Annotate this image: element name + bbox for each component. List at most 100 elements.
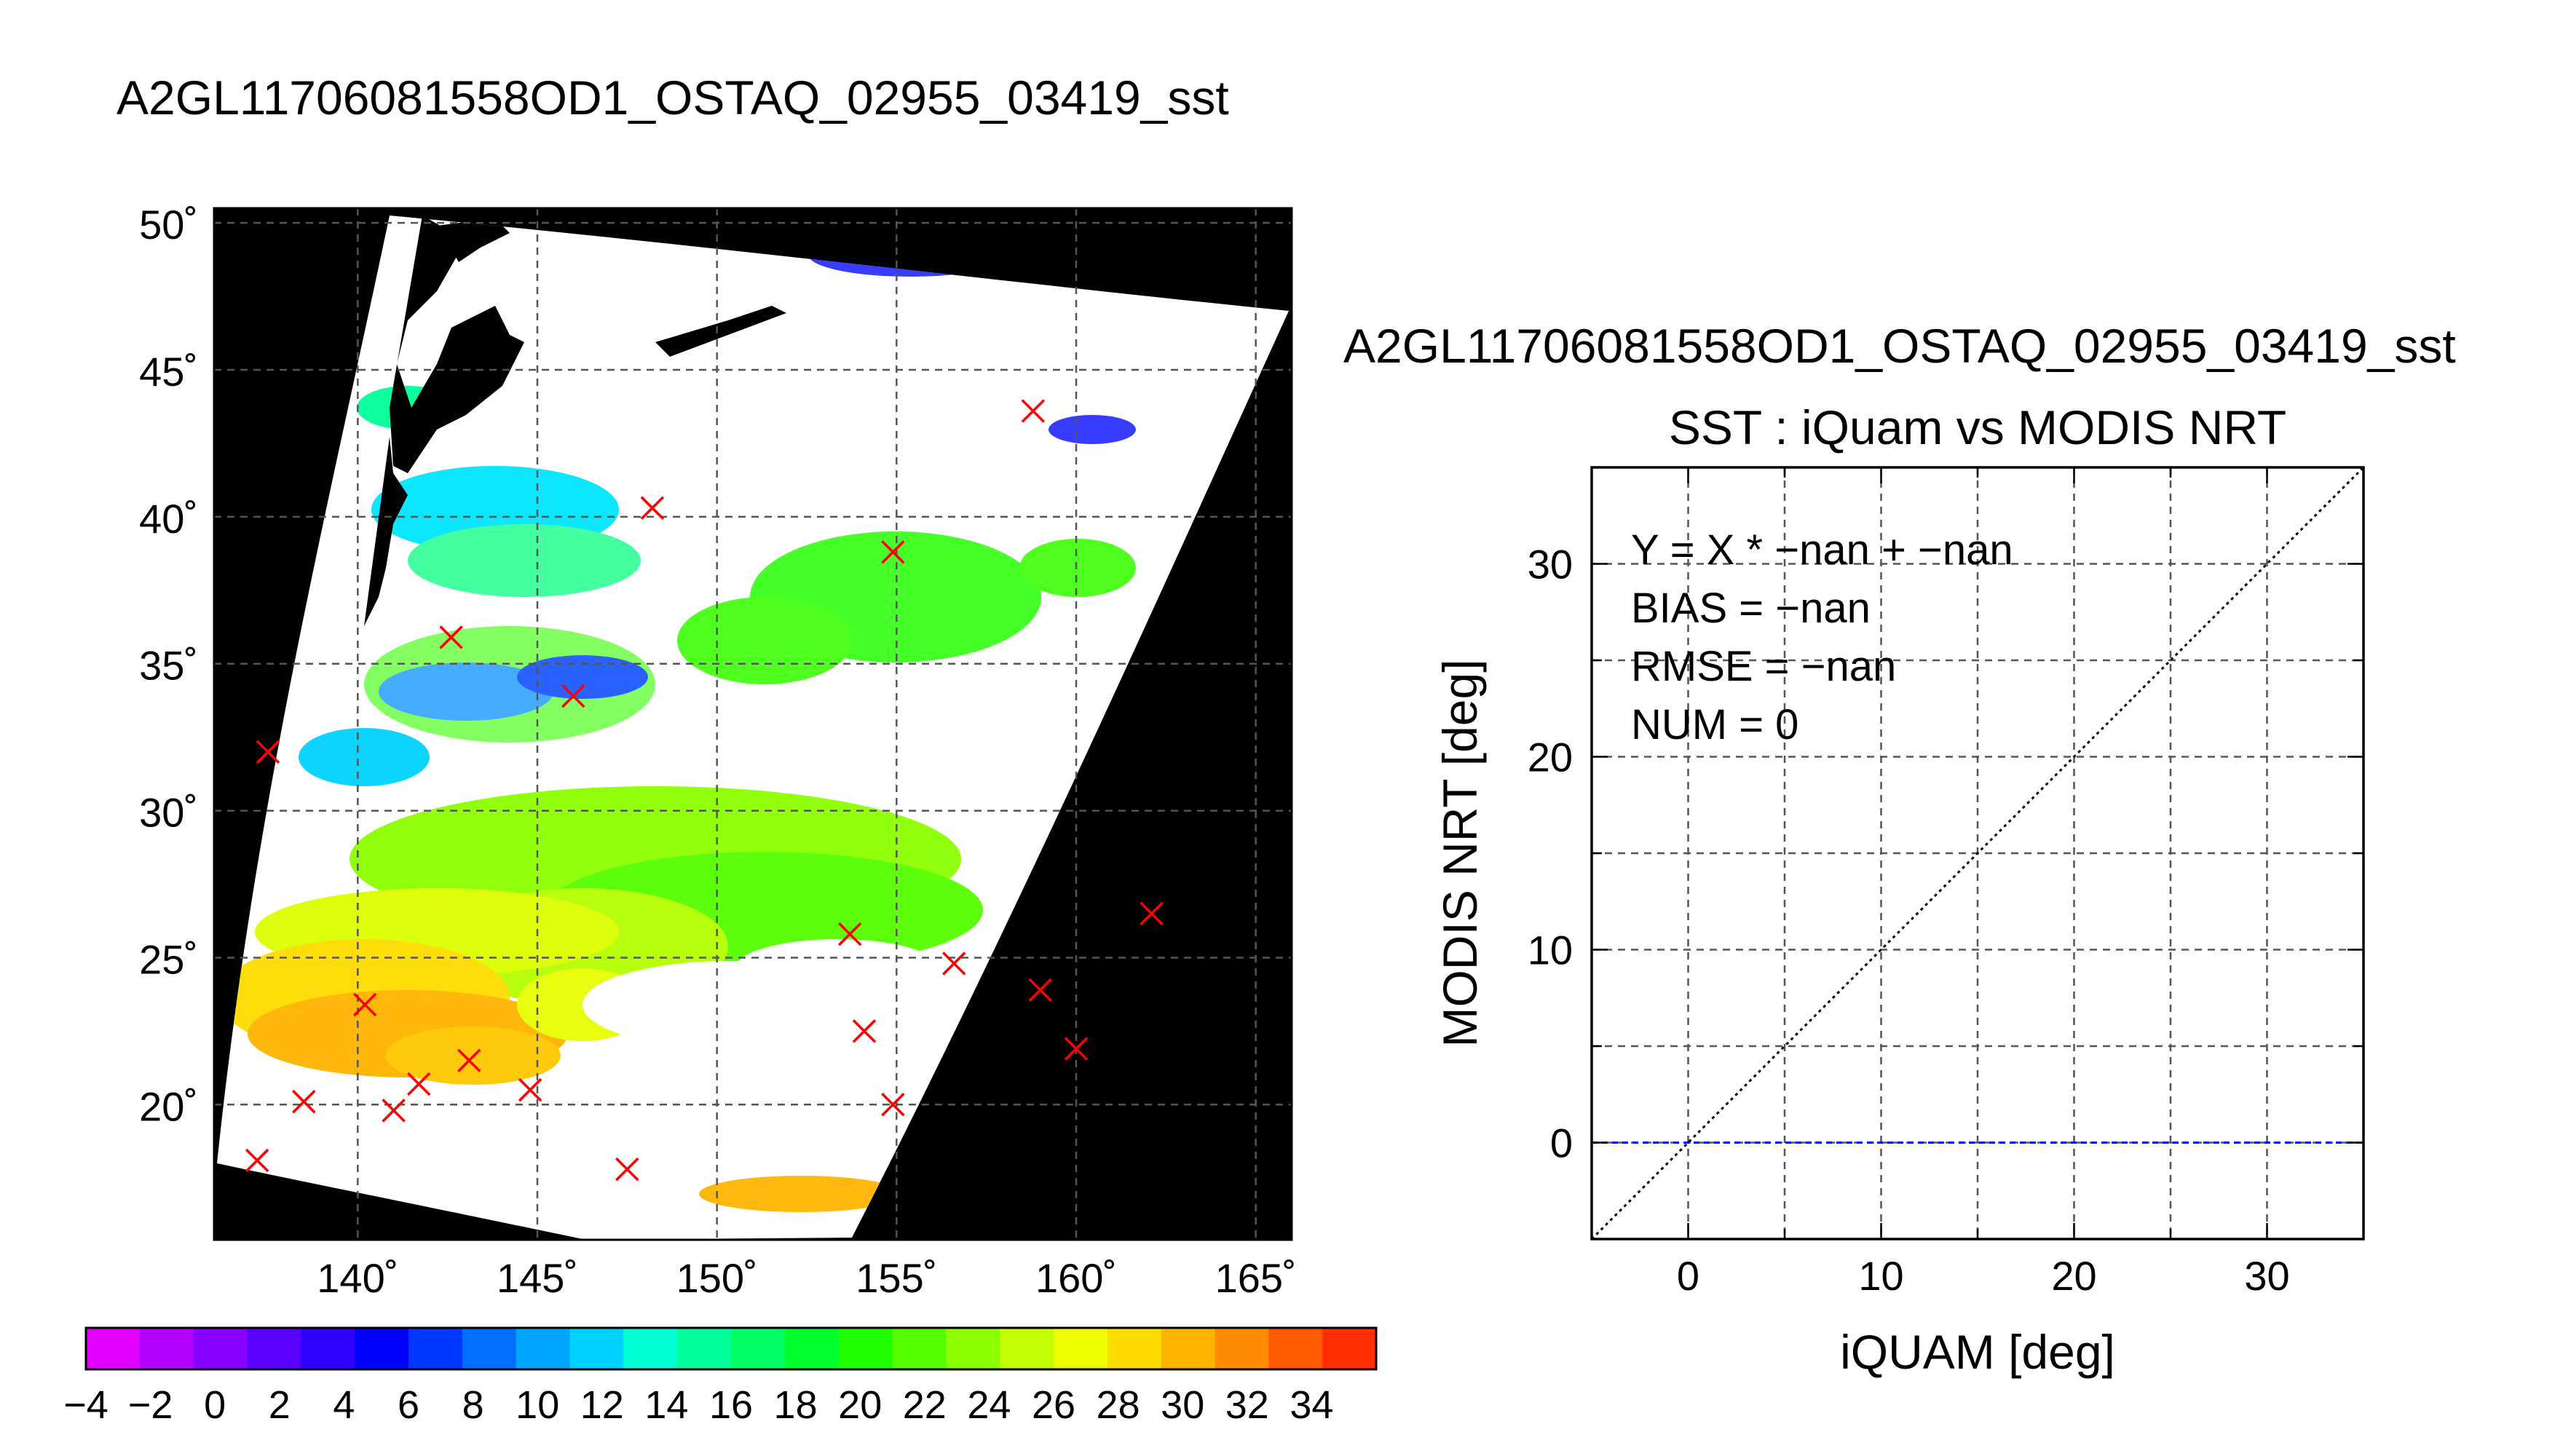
colorbar-tick-label: 24 [967, 1383, 1011, 1427]
scatter-annotation: Y = X * −nan + −nan [1631, 526, 2013, 574]
colorbar-swatch [892, 1328, 947, 1369]
matchup-marker [439, 625, 463, 649]
colorbar-swatch [1215, 1328, 1269, 1369]
colorbar-tick-label: 22 [903, 1383, 947, 1427]
matchup-marker [256, 740, 280, 764]
colorbar-swatch [516, 1328, 570, 1369]
matchup-marker [942, 951, 966, 976]
colorbar-tick-label: 4 [333, 1383, 355, 1427]
colorbar-frame [84, 1326, 1378, 1371]
scatter-x-tick-labels: 0 10 20 30 [1677, 1253, 2290, 1299]
map-title: A2GL11706081558OD1_OSTAQ_02955_03419_sst [117, 71, 1229, 124]
matchup-marker [837, 922, 862, 946]
scatter-x-tick-label: 10 [1858, 1253, 1903, 1299]
matchup-marker [457, 1048, 481, 1072]
colorbar-tick-label: 16 [709, 1383, 753, 1427]
sst-field [218, 233, 1136, 1212]
scatter-grid [1592, 467, 2364, 1239]
colorbar-swatch [1268, 1328, 1323, 1369]
longitude-tick-label: 145˚ [497, 1255, 578, 1301]
colorbar-swatch [1054, 1328, 1108, 1369]
colorbar-tick-label: 32 [1225, 1383, 1269, 1427]
colorbar-swatch [1322, 1328, 1377, 1369]
colorbar-swatch [623, 1328, 678, 1369]
colorbar-swatch [569, 1328, 624, 1369]
matchup-marker [640, 496, 665, 521]
matchup-marker [245, 1148, 269, 1173]
scatter-y-tick-label: 10 [1528, 927, 1573, 973]
colorbar-tick-label: 10 [516, 1383, 559, 1427]
colorbar-swatch [355, 1328, 409, 1369]
scatter-x-tick-label: 20 [2051, 1253, 2096, 1299]
latitude-tick-label: 25˚ [139, 936, 198, 982]
scatter-x-axis-label: iQUAM [deg] [1840, 1325, 2115, 1379]
colorbar-swatch [1161, 1328, 1215, 1369]
colorbar-tick-label: 18 [774, 1383, 818, 1427]
colorbar-swatch [677, 1328, 732, 1369]
matchup-marker [852, 1019, 877, 1043]
colorbar-tick-label: 6 [398, 1383, 419, 1427]
colorbar-tick-label: 20 [838, 1383, 882, 1427]
colorbar-tick-label: 12 [580, 1383, 624, 1427]
scatter-x-tick-label: 0 [1677, 1253, 1699, 1299]
colorbar-swatch [731, 1328, 786, 1369]
colorbar-labels: −4 −2 0 2 4 6 8 10 12 14 16 18 20 22 24 26 28 30 32 34 [63, 1383, 1333, 1427]
colorbar-tick-label: −4 [63, 1383, 108, 1427]
colorbar-swatch [784, 1328, 840, 1369]
colorbar-swatch [462, 1328, 517, 1369]
scatter-series [1592, 467, 2364, 1239]
colorbar-tick-label: 28 [1097, 1383, 1140, 1427]
longitude-tick-label: 165˚ [1215, 1255, 1297, 1301]
colorbar-swatch [838, 1328, 893, 1369]
matchup-marker [615, 1157, 639, 1182]
scatter-y-tick-label: 0 [1550, 1120, 1573, 1166]
scatter-ticks [1592, 467, 2364, 1239]
colorbar-tick-label: 34 [1290, 1383, 1333, 1427]
colorbar-swatch [301, 1328, 355, 1369]
scatter-y-tick-label: 30 [1528, 542, 1573, 587]
one-to-one-line [1592, 467, 2364, 1239]
colorbar-swatch [193, 1328, 248, 1369]
scatter-y-tick-labels: 0 10 20 30 [1528, 542, 1573, 1166]
matchup-marker [292, 1090, 316, 1114]
colorbar [84, 1326, 1378, 1371]
latitude-tick-label: 20˚ [139, 1083, 198, 1129]
latitude-tick-label: 45˚ [139, 349, 198, 395]
scatter-title: A2GL11706081558OD1_OSTAQ_02955_03419_sst [1343, 319, 2456, 373]
longitude-tick-label: 150˚ [676, 1255, 758, 1301]
matchup-marker [1140, 901, 1164, 926]
longitude-tick-label: 160˚ [1035, 1255, 1117, 1301]
matchup-marker [406, 1072, 431, 1096]
sst-map [213, 207, 1293, 1241]
matchup-marker [382, 1099, 406, 1123]
map-latitude-labels: 50˚ 45˚ 40˚ 35˚ 30˚ 25˚ 20˚ [139, 202, 198, 1129]
scatter-annotation: NUM = 0 [1631, 701, 1798, 748]
longitude-tick-label: 155˚ [856, 1255, 937, 1301]
scatter-y-tick-label: 20 [1528, 735, 1573, 780]
latitude-tick-label: 35˚ [139, 643, 198, 689]
land-mask [364, 215, 786, 626]
matchup-marker [881, 540, 905, 564]
scatter-annotation: RMSE = −nan [1631, 643, 1896, 690]
matchup-marker [352, 992, 377, 1017]
scatter-annotations: Y = X * −nan + −nan BIAS = −nan RMSE = −na… [1631, 526, 2013, 748]
scatter-plot [1590, 466, 2365, 1241]
latitude-tick-label: 50˚ [139, 202, 198, 248]
matchup-marker [1064, 1037, 1089, 1061]
scatter-subtitle: SST : iQuam vs MODIS NRT [1669, 400, 2286, 454]
scatter-frame [1590, 466, 2365, 1241]
colorbar-swatch [247, 1328, 301, 1369]
longitude-tick-label: 140˚ [317, 1255, 398, 1301]
map-graticule [214, 208, 1292, 1240]
colorbar-tick-label: 26 [1032, 1383, 1075, 1427]
map-frame [213, 207, 1293, 1241]
colorbar-swatch [1000, 1328, 1054, 1369]
colorbar-tick-label: 8 [462, 1383, 484, 1427]
colorbar-swatch [408, 1328, 463, 1369]
latitude-tick-label: 30˚ [139, 790, 198, 836]
matchup-marker [561, 684, 585, 708]
map-longitude-labels: 140˚ 145˚ 150˚ 155˚ 160˚ 165˚ [317, 1255, 1296, 1301]
colorbar-swatch [1107, 1328, 1162, 1369]
colorbar-tick-label: 2 [269, 1383, 291, 1427]
colorbar-tick-label: −2 [128, 1383, 173, 1427]
